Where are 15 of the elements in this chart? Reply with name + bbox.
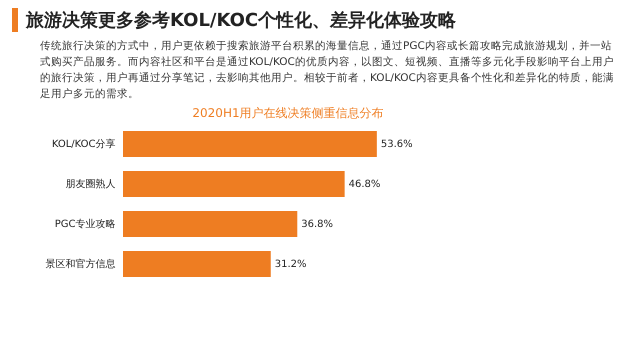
bar [123, 171, 345, 197]
data-label: 36.8% [301, 219, 334, 230]
y-tick-label: 景区和官方信息 [46, 258, 116, 270]
bar [123, 131, 377, 157]
y-tick-label: 朋友圈熟人 [66, 178, 116, 190]
y-tick-label: KOL/KOC分享 [52, 138, 116, 150]
data-label: 31.2% [274, 259, 307, 270]
data-label: 46.8% [348, 179, 380, 190]
y-tick-label: PGC专业攻略 [54, 218, 116, 230]
data-label: 53.6% [380, 139, 413, 150]
text: 旅游决策更多参考KOL/KOC个性化、差异化体验攻略 [12, 8, 640, 32]
chart-title: 2020H1用户在线决策侧重信息分布 [192, 106, 384, 120]
bar [123, 251, 271, 277]
bar [123, 211, 298, 237]
text: 传统旅行决策的方式中，用户更依赖于搜索旅游平台积累的海量信息，通过PGC内容或长篇攻略完成旅游规划，并一站式购买产品服务。而内容社区和平台是通过KOL/KOC的优质内容，以图文、短视频、直播等多元化手段影响平台上用户的旅行决策，用户再通过分享笔记，去影响其他用户。相较于前者，KOL/KOC内容更具备个性化和差异化的特质，能满足用户多元的需求。 [40, 39, 615, 102]
